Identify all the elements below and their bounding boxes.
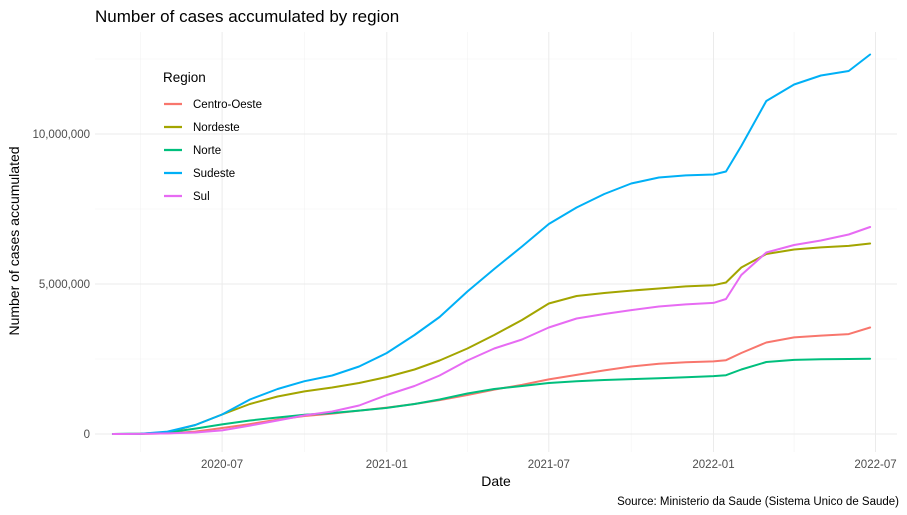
y-tick-label: 5,000,000 xyxy=(39,279,90,291)
x-tick-label: 2021-07 xyxy=(528,459,570,471)
legend-title: Region xyxy=(163,70,206,85)
series-lines xyxy=(111,53,872,435)
x-tick-label: 2021-01 xyxy=(366,459,408,471)
x-tick-label: 2022-01 xyxy=(692,459,734,471)
legend-label-norte: Norte xyxy=(193,145,221,157)
y-tick-label: 10,000,000 xyxy=(32,129,90,141)
series-line-centro-oeste xyxy=(111,326,872,435)
x-tick-label: 2020-07 xyxy=(201,459,243,471)
series-line-sul xyxy=(111,226,872,435)
series-line-norte xyxy=(111,357,872,435)
legend-label-sudeste: Sudeste xyxy=(193,168,235,180)
x-axis-ticks: 2020-07 2021-01 2021-07 2022-01 2022-07 xyxy=(201,459,897,471)
series-line-nordeste xyxy=(111,242,872,435)
chart-title: Number of cases accumulated by region xyxy=(95,7,399,26)
legend-label-nordeste: Nordeste xyxy=(193,122,240,134)
source-caption: Source: Ministerio da Saude (Sistema Uni… xyxy=(617,496,899,508)
legend-label-centro-oeste: Centro-Oeste xyxy=(193,99,262,111)
y-tick-label: 0 xyxy=(84,429,90,441)
series-line-sudeste xyxy=(111,53,872,435)
x-axis-title: Date xyxy=(481,473,511,489)
legend: Region Centro-Oeste Nordeste Norte Sudeste S… xyxy=(163,70,262,203)
legend-label-sul: Sul xyxy=(193,191,210,203)
x-tick-label: 2022-07 xyxy=(854,459,896,471)
y-axis-ticks: 0 5,000,000 10,000,000 xyxy=(32,129,90,441)
y-axis-title: Number of cases accumulated xyxy=(6,146,22,335)
